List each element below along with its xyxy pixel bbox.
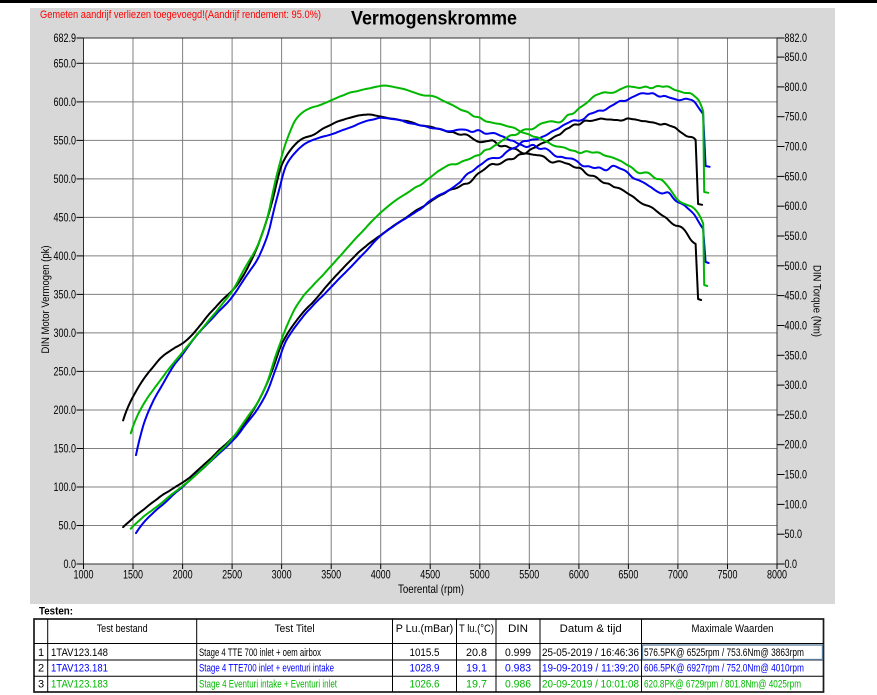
svg-text:500.0: 500.0 (54, 174, 77, 186)
svg-text:Maximale Waarden: Maximale Waarden (692, 623, 774, 635)
svg-text:Stage 4 TTE700 inlet + eventur: Stage 4 TTE700 inlet + eventuri intake (199, 663, 334, 675)
svg-text:50.0: 50.0 (785, 529, 803, 541)
svg-text:Test bestand: Test bestand (97, 623, 148, 635)
svg-text:25-05-2019 / 16:46:36: 25-05-2019 / 16:46:36 (542, 647, 639, 659)
svg-text:300.0: 300.0 (785, 380, 808, 392)
svg-text:400.0: 400.0 (785, 321, 808, 333)
svg-text:Toerental (rpm): Toerental (rpm) (398, 582, 464, 596)
svg-text:576.5PK@ 6525rpm / 753.6Nm@ 38: 576.5PK@ 6525rpm / 753.6Nm@ 3863rpm (644, 647, 804, 659)
svg-text:2500: 2500 (222, 570, 242, 582)
svg-text:400.0: 400.0 (54, 251, 77, 263)
svg-text:250.0: 250.0 (785, 410, 808, 422)
svg-text:5000: 5000 (470, 570, 490, 582)
svg-text:150.0: 150.0 (785, 470, 808, 482)
svg-text:Gemeten aandrijf verliezen toe: Gemeten aandrijf verliezen toegevoegd!(A… (40, 9, 321, 21)
svg-text:1026.6: 1026.6 (410, 679, 440, 691)
svg-text:7500: 7500 (718, 570, 738, 582)
svg-text:1TAV123.183: 1TAV123.183 (51, 679, 108, 691)
svg-text:350.0: 350.0 (54, 289, 77, 301)
svg-text:6500: 6500 (618, 570, 638, 582)
svg-text:450.0: 450.0 (785, 291, 808, 303)
svg-text:1028.9: 1028.9 (410, 663, 440, 675)
svg-text:Datum & tijd: Datum & tijd (560, 623, 622, 635)
svg-text:550.0: 550.0 (54, 135, 77, 147)
svg-text:7000: 7000 (668, 570, 688, 582)
svg-text:6000: 6000 (569, 570, 589, 582)
svg-text:200.0: 200.0 (54, 405, 77, 417)
svg-text:1TAV123.148: 1TAV123.148 (51, 647, 108, 659)
svg-text:Test Titel: Test Titel (275, 623, 315, 635)
svg-text:T lu.(°C): T lu.(°C) (459, 623, 494, 635)
svg-text:1500: 1500 (123, 570, 143, 582)
svg-text:0.0: 0.0 (64, 559, 77, 571)
svg-text:200.0: 200.0 (785, 440, 808, 452)
svg-text:Stage 4 Eventuri intake + Even: Stage 4 Eventuri intake + Eventuri inlet (199, 679, 337, 691)
svg-text:850.0: 850.0 (785, 52, 808, 64)
svg-text:800.0: 800.0 (785, 82, 808, 94)
svg-text:DIN Torque (Nm): DIN Torque (Nm) (811, 265, 823, 337)
svg-text:3: 3 (38, 679, 44, 691)
svg-text:150.0: 150.0 (54, 444, 77, 456)
svg-text:2: 2 (38, 663, 44, 675)
svg-text:19.7: 19.7 (466, 679, 487, 691)
svg-text:DIN: DIN (508, 623, 528, 635)
svg-text:5500: 5500 (519, 570, 539, 582)
svg-text:300.0: 300.0 (54, 328, 77, 340)
svg-text:20-09-2019 / 10:01:08: 20-09-2019 / 10:01:08 (542, 679, 639, 691)
svg-text:20.8: 20.8 (466, 647, 487, 659)
svg-text:500.0: 500.0 (785, 261, 808, 273)
svg-text:750.0: 750.0 (785, 112, 808, 124)
svg-text:4000: 4000 (371, 570, 391, 582)
svg-text:100.0: 100.0 (54, 482, 77, 494)
svg-text:100.0: 100.0 (785, 499, 808, 511)
svg-text:1000: 1000 (74, 570, 94, 582)
svg-text:3500: 3500 (321, 570, 341, 582)
svg-text:3000: 3000 (272, 570, 292, 582)
svg-text:1: 1 (38, 647, 44, 659)
svg-text:1015.5: 1015.5 (410, 647, 440, 659)
svg-text:650.0: 650.0 (785, 171, 808, 183)
svg-text:8000: 8000 (767, 570, 787, 582)
svg-text:P Lu.(mBar): P Lu.(mBar) (396, 623, 454, 635)
svg-text:600.0: 600.0 (54, 97, 77, 109)
svg-text:4500: 4500 (420, 570, 440, 582)
svg-text:2000: 2000 (173, 570, 193, 582)
svg-text:882.0: 882.0 (785, 33, 808, 45)
svg-text:0.986: 0.986 (505, 679, 531, 691)
svg-text:19-09-2019 / 11:39:20: 19-09-2019 / 11:39:20 (542, 663, 639, 675)
svg-text:450.0: 450.0 (54, 212, 77, 224)
svg-text:19.1: 19.1 (466, 663, 487, 675)
svg-text:682.9: 682.9 (54, 33, 77, 45)
svg-text:DIN Motor Vermogen (pk): DIN Motor Vermogen (pk) (40, 246, 52, 354)
svg-text:600.0: 600.0 (785, 201, 808, 213)
svg-text:0.0: 0.0 (785, 559, 798, 571)
svg-text:650.0: 650.0 (54, 58, 77, 70)
svg-text:1TAV123.181: 1TAV123.181 (51, 663, 108, 675)
svg-text:350.0: 350.0 (785, 350, 808, 362)
svg-text:620.8PK@ 6729rpm / 801.8Nm@ 40: 620.8PK@ 6729rpm / 801.8Nm@ 4025rpm (644, 679, 801, 691)
svg-text:50.0: 50.0 (59, 521, 77, 533)
svg-text:Vermogenskromme: Vermogenskromme (351, 9, 517, 30)
svg-text:250.0: 250.0 (54, 366, 77, 378)
svg-text:Testen:: Testen: (39, 606, 73, 618)
svg-text:700.0: 700.0 (785, 142, 808, 154)
svg-text:0.999: 0.999 (505, 647, 531, 659)
svg-text:550.0: 550.0 (785, 231, 808, 243)
svg-text:Stage 4 TTE 700 inlet + oem a: Stage 4 TTE 700 inlet + oem airbox (199, 647, 321, 659)
svg-text:606.5PK@ 6927rpm / 752.0Nm@ 40: 606.5PK@ 6927rpm / 752.0Nm@ 4010rpm (644, 663, 804, 675)
svg-text:0.983: 0.983 (505, 663, 531, 675)
